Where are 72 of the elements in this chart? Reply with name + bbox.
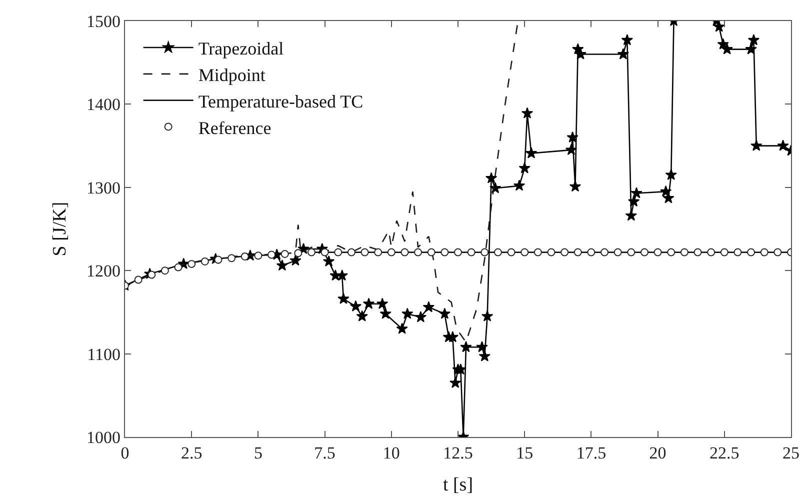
point: [760, 248, 768, 256]
point: [360, 248, 369, 256]
point: [414, 248, 422, 256]
point: [440, 248, 449, 256]
point: [454, 248, 462, 256]
point: [427, 248, 436, 256]
point: [334, 248, 342, 256]
point: [627, 248, 636, 256]
point: [480, 248, 489, 256]
point: [240, 252, 249, 260]
point: [654, 248, 662, 256]
point: [494, 248, 502, 256]
x-tick-label: 15: [516, 444, 534, 462]
x-tick-label: 22.5: [710, 444, 740, 462]
point: [560, 248, 569, 256]
point: [734, 248, 742, 256]
point: [160, 266, 169, 275]
point: [387, 248, 396, 256]
point: [547, 248, 556, 256]
point: [720, 248, 728, 256]
point: [174, 263, 182, 272]
point: [280, 250, 289, 258]
point: [228, 254, 236, 262]
point: [747, 248, 756, 256]
point: [320, 248, 329, 256]
x-tick-label: 10: [382, 444, 400, 462]
point: [574, 248, 582, 256]
point: [134, 276, 142, 284]
point: [268, 250, 276, 259]
point: [188, 260, 196, 268]
x-axis-title: t [s]: [442, 474, 474, 496]
point: [680, 248, 688, 256]
point: [507, 248, 516, 256]
point: [200, 257, 209, 266]
point: [467, 248, 476, 256]
point: [307, 248, 316, 256]
legend-label: Midpoint: [198, 64, 266, 85]
y-tick-label: 1300: [86, 178, 120, 198]
point: [640, 248, 648, 256]
point: [374, 248, 382, 256]
legend-label: Trapezoidal: [198, 38, 284, 59]
point: [667, 248, 676, 256]
point: [600, 248, 609, 256]
point: [520, 248, 529, 256]
y-tick-label: 1200: [86, 262, 120, 281]
x-tick-label: 2.5: [180, 444, 202, 462]
point: [774, 248, 782, 256]
point: [707, 248, 716, 256]
legend-label: Reference: [198, 118, 272, 138]
legend-label: Temperature-based TC: [198, 91, 364, 112]
y-tick-label: 1100: [87, 344, 120, 364]
point: [534, 248, 542, 256]
y-tick-label: 1500: [86, 12, 120, 31]
point: [587, 248, 596, 256]
x-tick-label: 20: [649, 444, 666, 462]
x-tick-label: 7.5: [314, 444, 336, 462]
point: [694, 248, 702, 256]
point: [294, 249, 302, 258]
point: [148, 270, 156, 279]
y-tick-label: 1400: [86, 95, 120, 114]
point: [614, 248, 622, 256]
point: [347, 248, 356, 256]
point: [400, 248, 409, 256]
point: [214, 256, 222, 264]
x-tick-label: 5: [254, 444, 262, 462]
x-tick-label: 0: [120, 444, 130, 462]
y-tick-label: 1000: [86, 428, 120, 447]
point: [254, 252, 262, 260]
x-tick-label: 17.5: [576, 444, 606, 462]
x-tick-label: 25: [782, 444, 800, 462]
x-tick-label: 12.5: [443, 444, 473, 462]
y-axis-title: S [J/K]: [49, 202, 70, 256]
